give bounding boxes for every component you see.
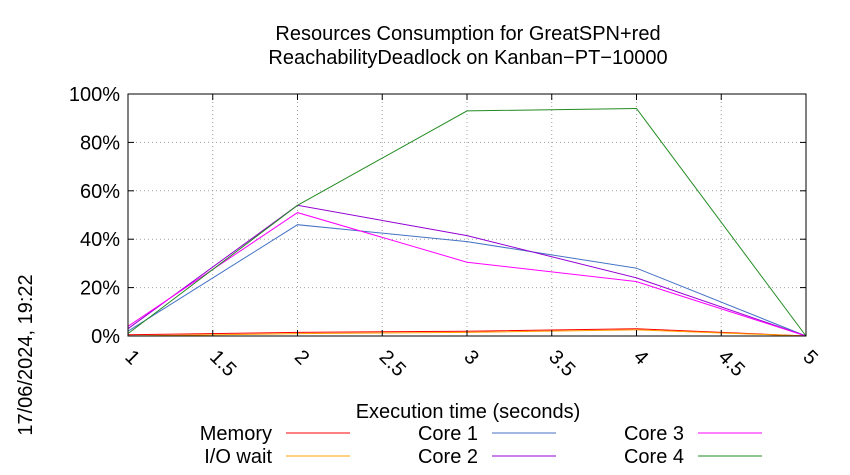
legend-item-memory: Memory — [200, 423, 350, 445]
y-tick-label: 100% — [69, 84, 120, 106]
y-tick-label: 20% — [80, 278, 120, 300]
series-line-core-1 — [127, 224, 807, 337]
x-tick-label: 2.5 — [375, 346, 410, 381]
legend-item-core-4: Core 4 — [624, 446, 762, 468]
x-tick-label: 3 — [459, 346, 482, 369]
legend-label: Core 3 — [624, 423, 684, 445]
legend-label: Core 1 — [418, 423, 478, 445]
series-line-core-2 — [127, 204, 807, 337]
grid-layer — [128, 94, 806, 336]
legend-label: Core 4 — [624, 446, 684, 468]
series-line-core-3 — [127, 212, 807, 337]
legend-item-core-2: Core 2 — [418, 446, 556, 468]
y-tick-label: 80% — [80, 132, 120, 154]
x-tick-label: 5 — [798, 346, 821, 369]
series-line-core-4 — [127, 107, 807, 337]
x-tick-label: 4.5 — [714, 346, 749, 381]
x-tick-label: 3.5 — [544, 346, 579, 381]
y-tick-label: 40% — [80, 229, 120, 251]
x-tick-label: 1 — [120, 346, 143, 369]
legend-label: I/O wait — [204, 446, 272, 468]
timestamp-side-label: 17/06/2024, 19:22 — [15, 274, 37, 435]
y-tick-label: 60% — [80, 181, 120, 203]
x-tick-label: 2 — [290, 346, 313, 369]
legend-item-core-3: Core 3 — [624, 423, 762, 445]
legend-item-i-o-wait: I/O wait — [204, 446, 350, 468]
legend-label: Memory — [200, 423, 272, 445]
chart-title-line1: Resources Consumption for GreatSPN+red — [275, 23, 660, 45]
ticks-layer: 0% 20% 40% 60% 80% 100% 1 1.5 2 2.5 3 3.5 4 4.5 5 — [69, 84, 822, 381]
chart-title-line2: ReachabilityDeadlock on Kanban−PT−10000 — [268, 47, 667, 69]
x-tick-label: 1.5 — [205, 346, 240, 381]
x-axis-label: Execution time (seconds) — [356, 401, 581, 423]
x-tick-label: 4 — [629, 346, 652, 369]
y-tick-label: 0% — [91, 326, 120, 348]
legend-item-core-1: Core 1 — [418, 423, 556, 445]
legend-label: Core 2 — [418, 446, 478, 468]
